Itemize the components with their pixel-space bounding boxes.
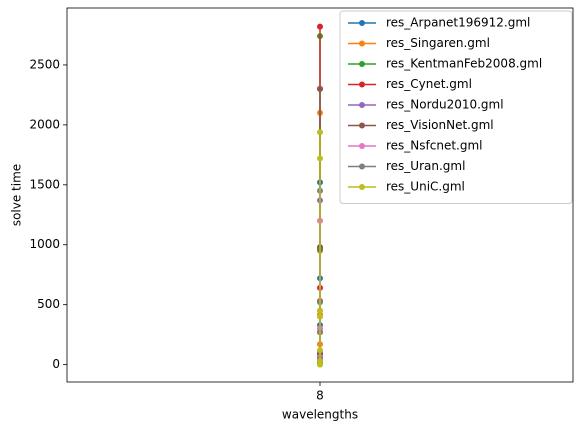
data-point	[317, 307, 323, 314]
data-point	[317, 85, 323, 92]
legend-label: res_Nordu2010.gml	[386, 98, 504, 112]
x-tick-label: 8	[316, 389, 324, 403]
data-point	[317, 155, 323, 162]
y-tick-label: 2500	[29, 57, 60, 71]
y-tick-label: 500	[37, 297, 60, 311]
legend-label: res_Nsfcnet.gml	[386, 139, 483, 153]
data-point	[317, 313, 323, 320]
legend-marker	[359, 40, 365, 47]
legend-marker	[359, 184, 365, 190]
legend-label: res_VisionNet.gml	[386, 118, 494, 132]
y-tick-label: 0	[52, 357, 60, 371]
legend-marker	[359, 81, 365, 88]
legend-label: res_UniC.gml	[386, 180, 465, 194]
x-axis-label: wavelengths	[282, 408, 358, 422]
legend-marker	[359, 61, 365, 67]
legend-label: res_KentmanFeb2008.gml	[386, 57, 542, 71]
legend-marker	[359, 122, 365, 129]
plot-area	[317, 23, 323, 368]
data-point	[317, 347, 323, 354]
legend-label: res_Arpanet196912.gml	[386, 16, 530, 30]
data-point	[317, 129, 323, 136]
y-tick-label: 1000	[29, 237, 60, 251]
legend-label: res_Cynet.gml	[386, 77, 472, 91]
legend-marker	[359, 102, 365, 108]
data-point	[317, 23, 323, 30]
legend-label: res_Singaren.gml	[386, 36, 490, 50]
y-tick-label: 2000	[29, 117, 60, 131]
legend-label: res_Uran.gml	[386, 159, 465, 173]
legend-box	[339, 10, 573, 204]
legend-marker	[359, 143, 365, 149]
data-point	[317, 361, 323, 368]
y-tick-label: 1500	[29, 177, 60, 191]
y-axis-label: solve time	[10, 164, 24, 226]
legend-marker	[359, 20, 365, 26]
legend-marker	[359, 163, 365, 170]
